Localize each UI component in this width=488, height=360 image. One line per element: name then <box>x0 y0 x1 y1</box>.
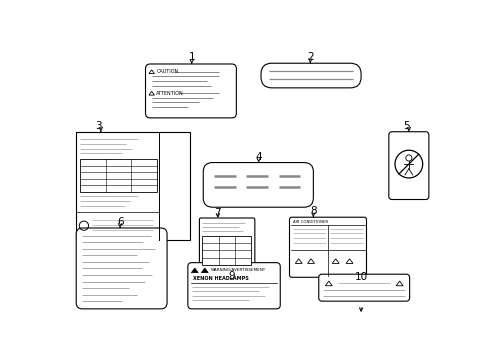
FancyBboxPatch shape <box>318 274 409 301</box>
FancyBboxPatch shape <box>199 218 254 270</box>
FancyBboxPatch shape <box>289 217 366 277</box>
FancyBboxPatch shape <box>76 228 167 309</box>
Text: 8: 8 <box>309 206 316 216</box>
Text: WARNING/AVERTISSEMENT: WARNING/AVERTISSEMENT <box>210 268 265 273</box>
Text: CAUTION: CAUTION <box>156 69 178 74</box>
FancyBboxPatch shape <box>203 163 313 207</box>
Text: 5: 5 <box>403 121 409 131</box>
Text: 4: 4 <box>255 152 262 162</box>
Polygon shape <box>191 268 198 273</box>
Bar <box>76 132 190 239</box>
FancyBboxPatch shape <box>261 63 360 88</box>
Text: 2: 2 <box>306 52 313 62</box>
Text: 7: 7 <box>214 208 221 217</box>
Polygon shape <box>201 268 208 273</box>
Text: AIR CONDITIONER: AIR CONDITIONER <box>293 220 328 224</box>
Text: XENON HEADLAMPS: XENON HEADLAMPS <box>193 275 248 280</box>
Text: 10: 10 <box>354 272 367 282</box>
FancyBboxPatch shape <box>187 263 280 309</box>
Bar <box>80 159 157 192</box>
Text: 3: 3 <box>95 121 102 131</box>
Text: ATTENTION: ATTENTION <box>156 91 183 96</box>
Text: 6: 6 <box>117 217 123 227</box>
FancyBboxPatch shape <box>388 132 428 199</box>
FancyBboxPatch shape <box>145 64 236 118</box>
Bar <box>202 236 250 265</box>
Text: 9: 9 <box>228 271 235 281</box>
Text: 1: 1 <box>188 52 195 62</box>
